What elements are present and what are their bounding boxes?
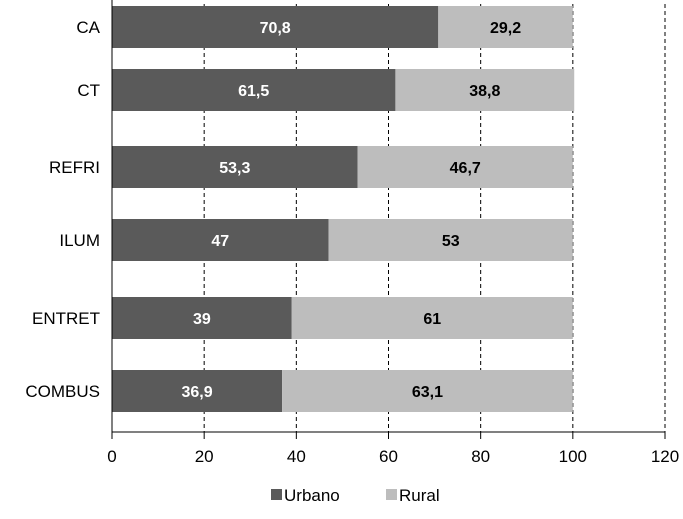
bar-ilum-urbano bbox=[112, 219, 329, 261]
bar-combus-urbano bbox=[112, 370, 283, 412]
category-label-refri: REFRI bbox=[49, 158, 100, 177]
data-label-entret-urbano: 39 bbox=[193, 311, 211, 328]
bars bbox=[112, 6, 575, 412]
data-label-entret-rural: 61 bbox=[423, 311, 441, 328]
grid-lines bbox=[203, 4, 666, 432]
x-tick-label-120: 120 bbox=[651, 447, 679, 466]
x-tick-label-80: 80 bbox=[471, 447, 490, 466]
legend-swatch-rural bbox=[386, 489, 397, 500]
x-tick-label-0: 0 bbox=[107, 447, 116, 466]
x-tick-label-100: 100 bbox=[559, 447, 587, 466]
legend-label-rural: Rural bbox=[399, 486, 440, 505]
bar-entret-urbano bbox=[112, 297, 292, 339]
category-label-ca: CA bbox=[76, 18, 100, 37]
data-label-ca-rural: 29,2 bbox=[490, 20, 521, 37]
bar-ca-rural bbox=[438, 6, 573, 48]
data-label-refri-urbano: 53,3 bbox=[219, 160, 250, 177]
data-label-ct-urbano: 61,5 bbox=[238, 83, 269, 100]
x-tick-label-40: 40 bbox=[287, 447, 306, 466]
category-label-ilum: ILUM bbox=[59, 231, 100, 250]
data-label-combus-rural: 63,1 bbox=[412, 384, 443, 401]
data-label-ct-rural: 38,8 bbox=[469, 83, 500, 100]
data-label-ilum-urbano: 47 bbox=[211, 233, 229, 250]
data-label-ca-urbano: 70,8 bbox=[260, 20, 291, 37]
bar-ct-rural bbox=[395, 69, 575, 111]
x-tick-label-20: 20 bbox=[195, 447, 214, 466]
data-labels: 70,8 29,2 61,5 38,8 53,3 46,7 47 53 39 61 36,9 63,1 bbox=[181, 20, 521, 401]
category-label-ct: CT bbox=[77, 81, 100, 100]
bar-refri-rural bbox=[357, 146, 573, 188]
data-label-refri-rural: 46,7 bbox=[450, 160, 481, 177]
bar-refri-urbano bbox=[112, 146, 358, 188]
legend: Urbano Rural bbox=[271, 486, 440, 505]
category-label-entret: ENTRET bbox=[32, 309, 100, 328]
bar-ilum-rural bbox=[328, 219, 573, 261]
x-tick-label-60: 60 bbox=[379, 447, 398, 466]
data-label-combus-urbano: 36,9 bbox=[181, 384, 212, 401]
legend-swatch-urbano bbox=[271, 489, 282, 500]
legend-label-urbano: Urbano bbox=[284, 486, 340, 505]
bar-entret-rural bbox=[291, 297, 573, 339]
category-label-combus: COMBUS bbox=[25, 382, 100, 401]
bar-combus-rural bbox=[282, 370, 573, 412]
data-label-ilum-rural: 53 bbox=[442, 233, 460, 250]
axes: CA CT REFRI ILUM ENTRET COMBUS 0 20 40 60 80 100 120 bbox=[25, 0, 679, 466]
bar-ca-urbano bbox=[112, 6, 439, 48]
bar-ct-urbano bbox=[112, 69, 396, 111]
